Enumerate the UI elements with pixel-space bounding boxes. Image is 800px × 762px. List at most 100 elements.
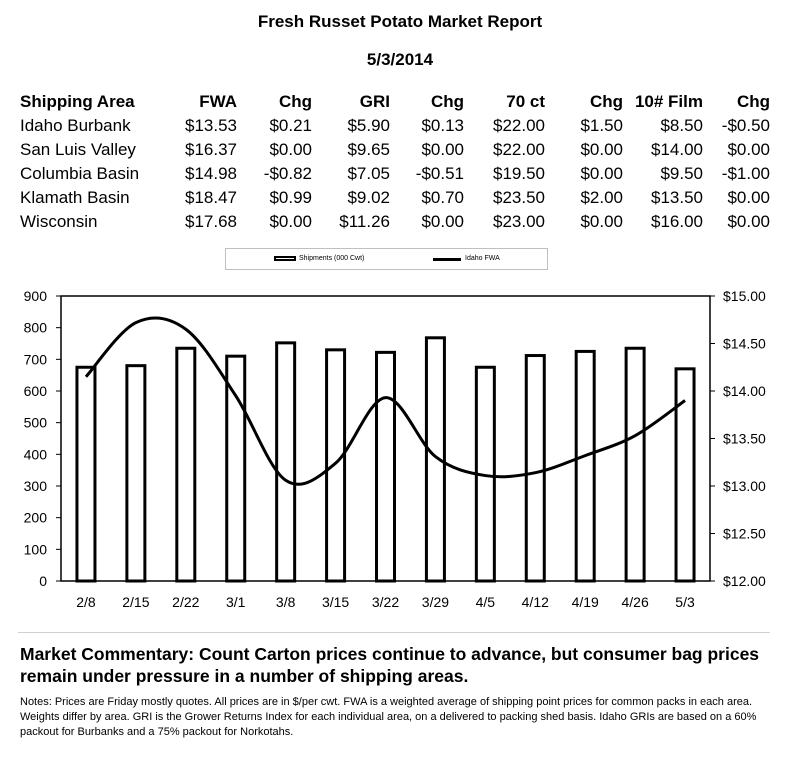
table-cell: -$0.82 xyxy=(263,164,312,183)
y-left-tick-label: 700 xyxy=(24,351,48,367)
legend-label-shipments: Shipments (000 Cwt) xyxy=(299,255,365,262)
report-title: Fresh Russet Potato Market Report xyxy=(257,12,543,31)
table-cell: $0.21 xyxy=(269,116,312,135)
table-cell: $0.00 xyxy=(727,140,770,159)
table-cell: $0.00 xyxy=(269,140,312,159)
table-cell: $9.65 xyxy=(347,140,390,159)
x-tick-label: 2/8 xyxy=(76,594,96,610)
table-cell: $0.00 xyxy=(421,212,464,231)
legend-label-fwa: Idaho FWA xyxy=(465,255,500,262)
y-right-tick-label: $13.00 xyxy=(723,478,766,494)
table-cell: $22.00 xyxy=(493,116,545,135)
line-idaho-fwa xyxy=(84,316,686,486)
y-right-tick-label: $12.00 xyxy=(723,573,766,589)
table-cell: $9.02 xyxy=(347,188,390,207)
table-row: Idaho Burbank $13.53 $0.21 $5.90 $0.13 $… xyxy=(20,114,770,138)
bar-shipments xyxy=(624,346,646,583)
table-cell: Klamath Basin xyxy=(20,188,130,207)
table-cell: $18.47 xyxy=(185,188,237,207)
bar-shipments xyxy=(225,354,247,583)
x-tick-label: 3/29 xyxy=(422,594,449,610)
col-header: Chg xyxy=(430,92,464,111)
y-left-tick-label: 200 xyxy=(24,510,48,526)
x-tick-label: 3/22 xyxy=(372,594,399,610)
col-header: Chg xyxy=(736,92,770,111)
table-cell: -$1.00 xyxy=(721,164,770,183)
table-cell: -$0.50 xyxy=(721,116,770,135)
table-cell: $22.00 xyxy=(493,140,545,159)
x-tick-label: 3/8 xyxy=(276,594,296,610)
x-tick-label: 2/22 xyxy=(172,594,199,610)
col-header: Shipping Area xyxy=(20,92,135,111)
col-header: GRI xyxy=(359,92,390,111)
y-left-tick-label: 900 xyxy=(24,288,48,304)
legend-swatch-shipments xyxy=(274,256,296,261)
table-row: Wisconsin $17.68 $0.00 $11.26 $0.00 $23.… xyxy=(20,210,770,234)
y-left-tick-label: 100 xyxy=(24,541,48,557)
table-cell: $13.53 xyxy=(185,116,237,135)
table-row: Columbia Basin $14.98 -$0.82 $7.05 -$0.5… xyxy=(20,162,770,186)
table-cell: -$0.51 xyxy=(415,164,464,183)
y-right-tick-label: $14.00 xyxy=(723,383,766,399)
y-left-tick-label: 400 xyxy=(24,446,48,462)
table-row: San Luis Valley $16.37 $0.00 $9.65 $0.00… xyxy=(20,138,770,162)
table-cell: $17.68 xyxy=(185,212,237,231)
table-cell: $13.50 xyxy=(651,188,703,207)
table-cell: $1.50 xyxy=(580,116,623,135)
x-tick-label: 4/12 xyxy=(522,594,549,610)
shipments-fwa-chart: 0 100 200 300 400 500 600 700 800 900 $12.00 $12.50… xyxy=(24,288,766,610)
y-left-tick-label: 500 xyxy=(24,415,48,431)
table-cell: $5.90 xyxy=(347,116,390,135)
table-cell: $7.05 xyxy=(347,164,390,183)
bar-shipments xyxy=(325,348,347,583)
x-tick-label: 3/15 xyxy=(322,594,349,610)
table-cell: San Luis Valley xyxy=(20,140,136,159)
bar-shipments xyxy=(175,346,197,583)
y-right-tick-label: $15.00 xyxy=(723,288,766,304)
y-left-tick-label: 800 xyxy=(24,320,48,336)
bar-shipments xyxy=(275,341,297,583)
table-cell: $0.00 xyxy=(727,212,770,231)
divider xyxy=(18,632,770,633)
y-right-tick-label: $13.50 xyxy=(723,431,766,447)
table-cell: $9.50 xyxy=(660,164,703,183)
table-cell: $0.70 xyxy=(421,188,464,207)
x-tick-label: 2/15 xyxy=(122,594,149,610)
col-header: 70 ct xyxy=(506,92,545,111)
bar-shipments xyxy=(574,349,596,583)
bar-shipments xyxy=(424,336,446,583)
table-cell: Columbia Basin xyxy=(20,164,140,183)
table-cell: $0.00 xyxy=(421,140,464,159)
table-cell: $0.00 xyxy=(580,164,623,183)
x-tick-label: 4/19 xyxy=(572,594,599,610)
bar-shipments xyxy=(674,367,696,583)
table-cell: $2.00 xyxy=(580,188,623,207)
table-cell: $23.50 xyxy=(493,188,545,207)
col-header: Chg xyxy=(589,92,623,111)
table-cell: $8.50 xyxy=(660,116,703,135)
chart-legend: Shipments (000 Cwt) Idaho FWA xyxy=(225,248,548,270)
table-cell: $14.98 xyxy=(185,164,237,183)
table-cell: $0.00 xyxy=(727,188,770,207)
table-cell: Idaho Burbank xyxy=(20,116,131,135)
market-commentary: Market Commentary: Count Carton prices c… xyxy=(20,644,760,686)
table-cell: $14.00 xyxy=(651,140,703,159)
bar-shipments xyxy=(75,365,97,583)
x-tick-label: 4/5 xyxy=(476,594,496,610)
legend-swatch-fwa xyxy=(433,258,461,261)
table-cell: $0.00 xyxy=(580,212,623,231)
table-cell: $23.00 xyxy=(493,212,545,231)
price-table: Shipping Area FWA Chg GRI Chg 70 ct Chg … xyxy=(20,90,770,234)
col-header: Chg xyxy=(278,92,312,111)
x-tick-label: 3/1 xyxy=(226,594,246,610)
col-header: FWA xyxy=(199,92,237,111)
y-right-tick-label: $12.50 xyxy=(723,526,766,542)
report-date: 5/3/2014 xyxy=(366,50,434,69)
table-cell: $0.00 xyxy=(580,140,623,159)
table-header-row: Shipping Area FWA Chg GRI Chg 70 ct Chg … xyxy=(20,90,770,114)
table-cell: $11.26 xyxy=(339,212,390,231)
x-tick-label: 5/3 xyxy=(675,594,695,610)
bar-shipments xyxy=(125,364,147,583)
y-right-tick-label: $14.50 xyxy=(723,336,766,352)
table-cell: $0.99 xyxy=(269,188,312,207)
